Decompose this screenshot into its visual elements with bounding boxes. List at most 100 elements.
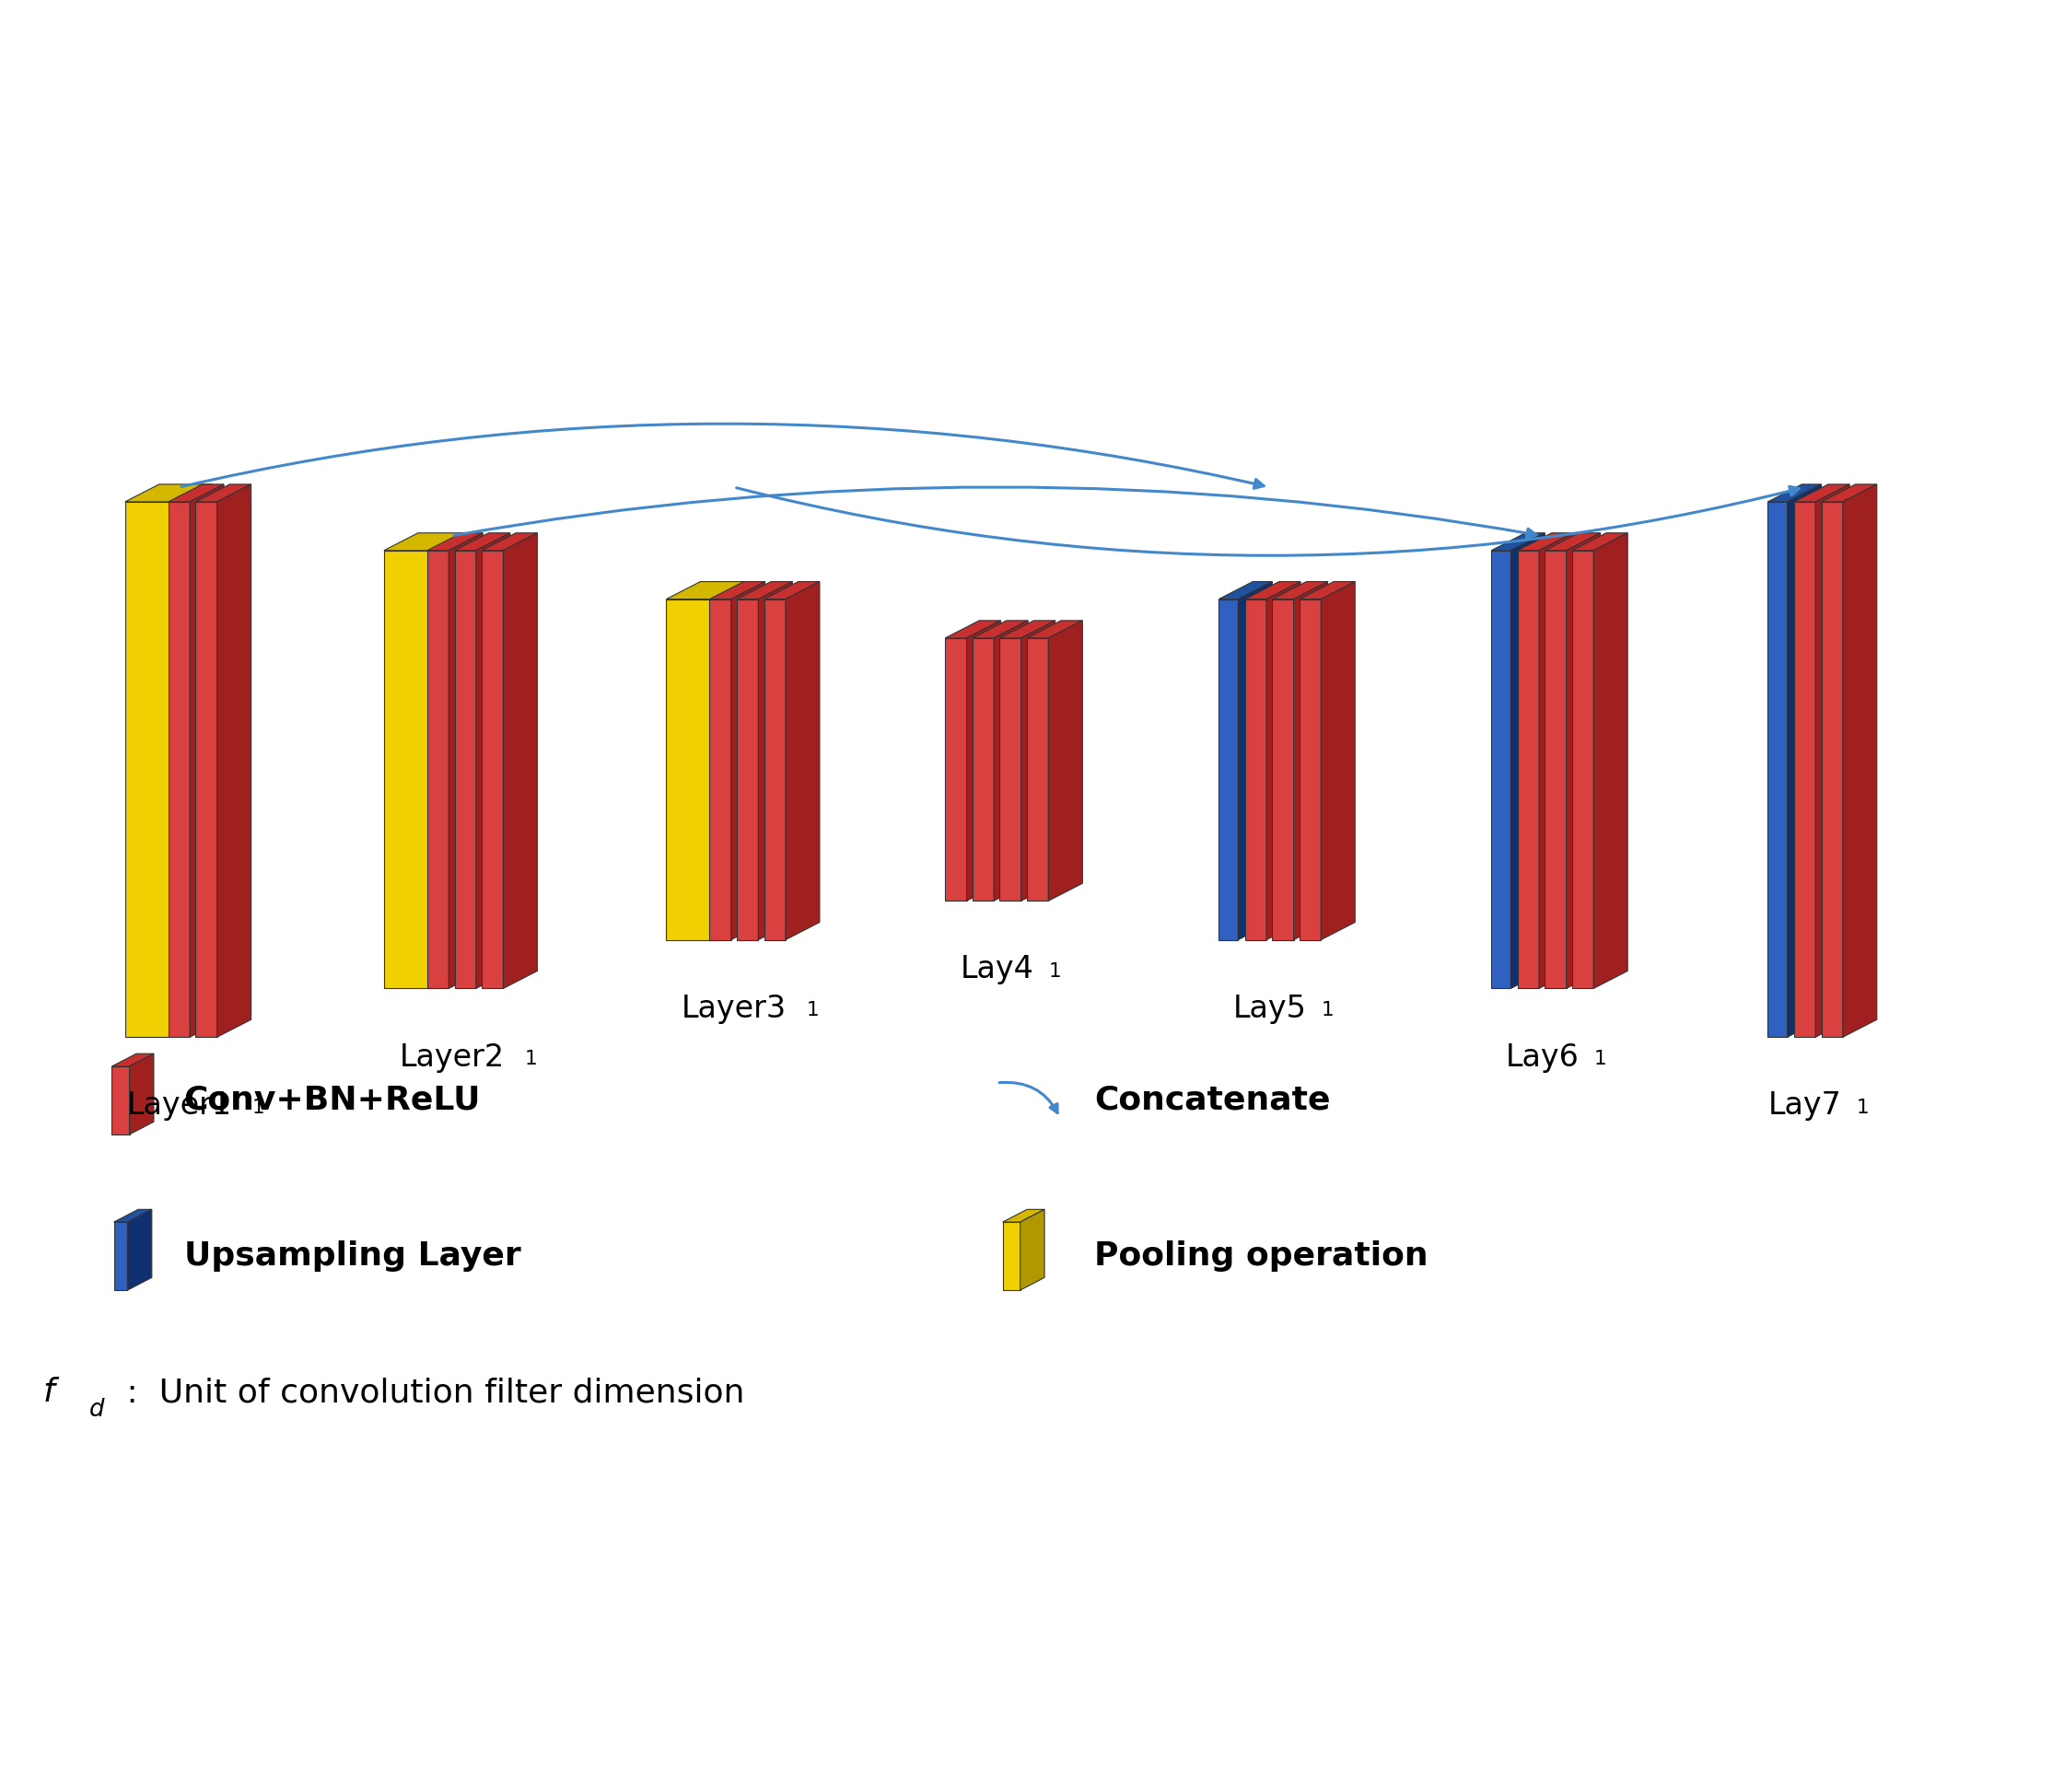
Polygon shape <box>1299 599 1321 939</box>
Text: Pooling operation: Pooling operation <box>1094 1240 1428 1272</box>
Polygon shape <box>1022 620 1055 901</box>
Text: 1: 1 <box>806 1002 819 1020</box>
Polygon shape <box>731 582 765 939</box>
Polygon shape <box>427 532 482 550</box>
Polygon shape <box>973 638 993 901</box>
Polygon shape <box>1816 484 1849 1038</box>
Polygon shape <box>1246 599 1266 939</box>
Polygon shape <box>129 1054 154 1134</box>
Polygon shape <box>1518 532 1574 550</box>
Text: Lay6: Lay6 <box>1506 1041 1578 1072</box>
Polygon shape <box>763 582 819 599</box>
Polygon shape <box>476 532 511 989</box>
Polygon shape <box>195 484 250 502</box>
Polygon shape <box>759 582 792 939</box>
Polygon shape <box>966 620 1001 901</box>
Polygon shape <box>189 484 224 1038</box>
Polygon shape <box>482 532 538 550</box>
Polygon shape <box>737 582 792 599</box>
Polygon shape <box>1539 532 1574 989</box>
Polygon shape <box>1767 502 1787 1038</box>
Polygon shape <box>1246 582 1301 599</box>
Polygon shape <box>1767 484 1822 502</box>
Polygon shape <box>1020 1210 1044 1290</box>
Polygon shape <box>763 599 786 939</box>
Polygon shape <box>1793 484 1849 502</box>
Polygon shape <box>1566 532 1601 989</box>
Text: 1: 1 <box>252 1098 265 1116</box>
Text: Conv+BN+ReLU: Conv+BN+ReLU <box>185 1084 480 1116</box>
Text: Lay5: Lay5 <box>1233 993 1307 1023</box>
Text: Lay7: Lay7 <box>1769 1091 1841 1122</box>
Polygon shape <box>125 502 179 1038</box>
Polygon shape <box>503 532 538 989</box>
Polygon shape <box>1793 502 1816 1038</box>
Text: 1: 1 <box>1049 962 1061 980</box>
Polygon shape <box>1026 620 1083 638</box>
Polygon shape <box>1545 532 1601 550</box>
Polygon shape <box>710 599 731 939</box>
Polygon shape <box>946 620 1001 638</box>
Polygon shape <box>449 532 482 989</box>
Polygon shape <box>1219 599 1237 939</box>
Text: Layer1: Layer1 <box>127 1091 232 1122</box>
Polygon shape <box>113 1210 152 1222</box>
Polygon shape <box>113 1054 154 1066</box>
Polygon shape <box>1492 550 1510 989</box>
Polygon shape <box>218 484 250 1038</box>
Polygon shape <box>993 620 1028 901</box>
Polygon shape <box>1572 550 1594 989</box>
Polygon shape <box>1321 582 1354 939</box>
Polygon shape <box>710 582 765 599</box>
Text: d: d <box>90 1398 105 1421</box>
Polygon shape <box>1787 484 1822 1038</box>
Polygon shape <box>168 484 224 502</box>
Polygon shape <box>384 550 437 989</box>
Polygon shape <box>1026 638 1049 901</box>
Text: Layer2: Layer2 <box>398 1041 505 1072</box>
Polygon shape <box>720 582 753 939</box>
Polygon shape <box>1219 582 1272 599</box>
Polygon shape <box>127 1210 152 1290</box>
FancyArrowPatch shape <box>453 487 1537 538</box>
Polygon shape <box>1293 582 1328 939</box>
Polygon shape <box>1237 582 1272 939</box>
Polygon shape <box>1510 532 1545 989</box>
Polygon shape <box>113 1066 129 1134</box>
Polygon shape <box>667 599 720 939</box>
Polygon shape <box>1492 532 1545 550</box>
Polygon shape <box>1545 550 1566 989</box>
Polygon shape <box>195 502 218 1038</box>
Polygon shape <box>456 550 476 989</box>
Polygon shape <box>456 532 511 550</box>
Polygon shape <box>737 599 759 939</box>
Polygon shape <box>437 532 472 989</box>
Polygon shape <box>1266 582 1301 939</box>
Polygon shape <box>1843 484 1878 1038</box>
Polygon shape <box>1049 620 1083 901</box>
Polygon shape <box>999 638 1022 901</box>
FancyArrowPatch shape <box>737 486 1800 556</box>
Polygon shape <box>113 1222 127 1290</box>
Text: Concatenate: Concatenate <box>1094 1084 1330 1116</box>
Polygon shape <box>1594 532 1627 989</box>
Text: f: f <box>43 1376 55 1409</box>
Text: 1: 1 <box>525 1050 538 1068</box>
Text: Lay4: Lay4 <box>960 955 1034 986</box>
Polygon shape <box>168 502 189 1038</box>
Text: :  Unit of convolution filter dimension: : Unit of convolution filter dimension <box>115 1376 745 1409</box>
Polygon shape <box>1003 1222 1020 1290</box>
Text: Layer3: Layer3 <box>681 993 786 1023</box>
Text: 1: 1 <box>1857 1098 1869 1116</box>
Text: 1: 1 <box>1594 1050 1607 1068</box>
Polygon shape <box>427 550 449 989</box>
Polygon shape <box>482 550 503 989</box>
FancyArrowPatch shape <box>999 1082 1057 1113</box>
Polygon shape <box>179 484 213 1038</box>
Polygon shape <box>384 532 472 550</box>
Polygon shape <box>1003 1210 1044 1222</box>
Polygon shape <box>1299 582 1354 599</box>
Polygon shape <box>786 582 819 939</box>
Text: Upsampling Layer: Upsampling Layer <box>185 1240 521 1272</box>
Polygon shape <box>1518 550 1539 989</box>
